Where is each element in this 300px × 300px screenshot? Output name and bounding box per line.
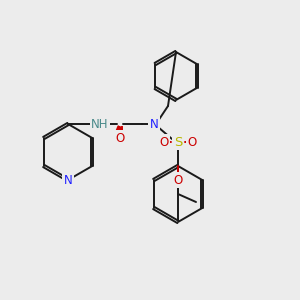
Text: O: O: [188, 136, 196, 148]
Text: O: O: [116, 131, 124, 145]
Text: N: N: [150, 118, 158, 130]
Text: O: O: [173, 173, 183, 187]
Text: S: S: [174, 136, 182, 148]
Text: NH: NH: [91, 118, 109, 130]
Text: O: O: [159, 136, 169, 148]
Text: N: N: [64, 173, 72, 187]
